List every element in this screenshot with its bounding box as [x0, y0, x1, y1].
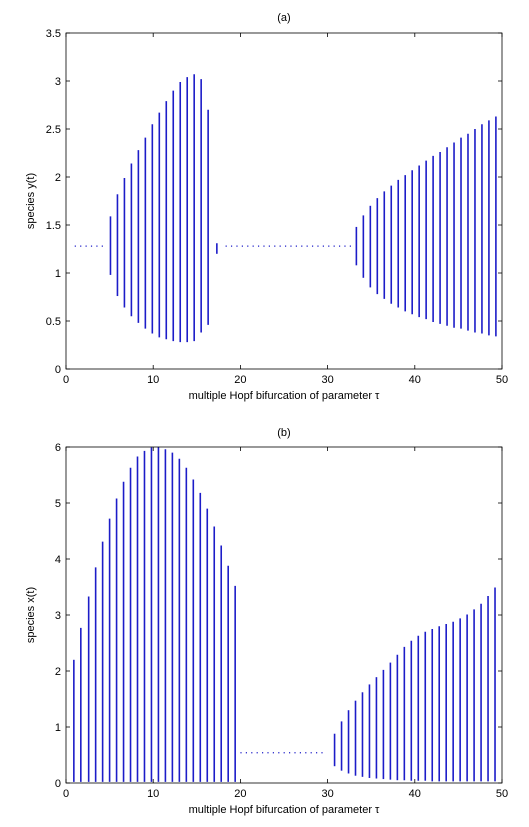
y-tick-label: 1.5: [46, 220, 61, 232]
y-tick-label: 0: [55, 778, 61, 790]
x-tick-label: 0: [63, 788, 69, 800]
y-tick-label: 4: [55, 554, 61, 566]
x-tick-label: 40: [409, 374, 421, 386]
y-tick-label: 0.5: [46, 316, 61, 328]
y-axis-label: species x(t): [25, 587, 37, 643]
x-tick-label: 30: [321, 788, 333, 800]
axes-frame: [65, 446, 503, 784]
x-tick-label: 10: [147, 788, 159, 800]
y-tick-label: 2: [55, 172, 61, 184]
y-tick-label: 1: [55, 268, 61, 280]
x-axis-label: multiple Hopf bifurcation of parameter τ: [189, 804, 380, 816]
x-tick-label: 20: [234, 374, 246, 386]
y-tick-label: 2.5: [46, 124, 61, 136]
x-tick-label: 50: [496, 788, 508, 800]
y-tick-label: 6: [55, 442, 61, 454]
chart-panel-b: (b) 0 10 20 30 40 50 0 1 2 3 4 5 6 multiple Hopf bif…: [25, 427, 508, 816]
y-tick-label: 0: [55, 364, 61, 376]
y-tick-label: 1: [55, 722, 61, 734]
x-tick-label: 40: [409, 788, 421, 800]
x-tick-label: 10: [147, 374, 159, 386]
axis-ticks: 0 10 20 30 40 50 0 0.5 1 1.5 2 2.5 3 3.5: [46, 28, 508, 386]
chart-title: (a): [277, 12, 290, 24]
chart-title: (b): [277, 427, 290, 439]
x-axis-label: multiple Hopf bifurcation of parameter τ: [189, 390, 380, 402]
y-tick-label: 3: [55, 610, 61, 622]
plot-area: [73, 447, 496, 782]
x-tick-label: 20: [234, 788, 246, 800]
axes-frame: [65, 32, 503, 370]
y-tick-label: 3: [55, 76, 61, 88]
y-tick-label: 2: [55, 666, 61, 678]
chart-panel-a: (a) 0 10 20 30 40 50 0 0.5 1 1.5 2 2.5 3 3.5 multiple…: [25, 12, 508, 402]
y-tick-label: 5: [55, 498, 61, 510]
axis-ticks: 0 10 20 30 40 50 0 1 2 3 4 5 6: [55, 442, 508, 800]
x-tick-label: 30: [321, 374, 333, 386]
y-axis-label: species y(t): [25, 173, 37, 229]
x-tick-label: 50: [496, 374, 508, 386]
y-tick-label: 3.5: [46, 28, 61, 40]
plot-area: [74, 74, 497, 343]
x-tick-label: 0: [63, 374, 69, 386]
